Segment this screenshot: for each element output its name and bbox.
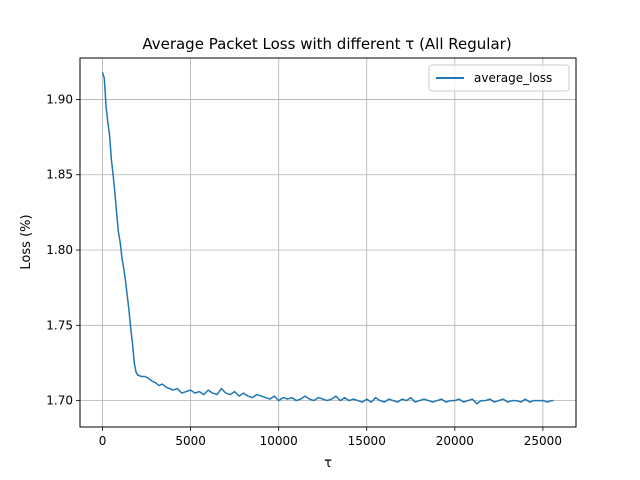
x-axis-label: τ xyxy=(324,456,332,471)
y-tick-label: 1.90 xyxy=(46,92,73,106)
x-tick-label: 10000 xyxy=(260,434,298,448)
grid-lines xyxy=(80,58,576,427)
legend-box xyxy=(428,64,570,92)
series-line-average-loss xyxy=(101,72,554,405)
x-tick-label: 5000 xyxy=(175,434,206,448)
x-tick-label: 20000 xyxy=(436,434,474,448)
y-tick-label: 1.75 xyxy=(46,318,73,332)
y-tick-label: 1.80 xyxy=(46,243,73,257)
y-tick-label: 1.85 xyxy=(46,168,73,182)
x-tick-label: 0 xyxy=(99,434,107,448)
legend-label-average-loss: average_loss xyxy=(474,71,552,85)
chart-title: Average Packet Loss with different τ (Al… xyxy=(142,35,511,53)
x-tick-label: 25000 xyxy=(524,434,562,448)
y-axis-label: Loss (%) xyxy=(19,214,34,269)
x-axis-ticks: 0 5000 10000 15000 20000 25000 xyxy=(99,427,562,448)
y-tick-label: 1.70 xyxy=(46,394,73,408)
axes-frame xyxy=(79,57,577,428)
plot-area xyxy=(101,72,554,405)
y-axis-ticks: 1.70 1.75 1.80 1.85 1.90 xyxy=(46,92,80,408)
legend: average_loss xyxy=(428,64,570,92)
x-tick-label: 15000 xyxy=(348,434,386,448)
